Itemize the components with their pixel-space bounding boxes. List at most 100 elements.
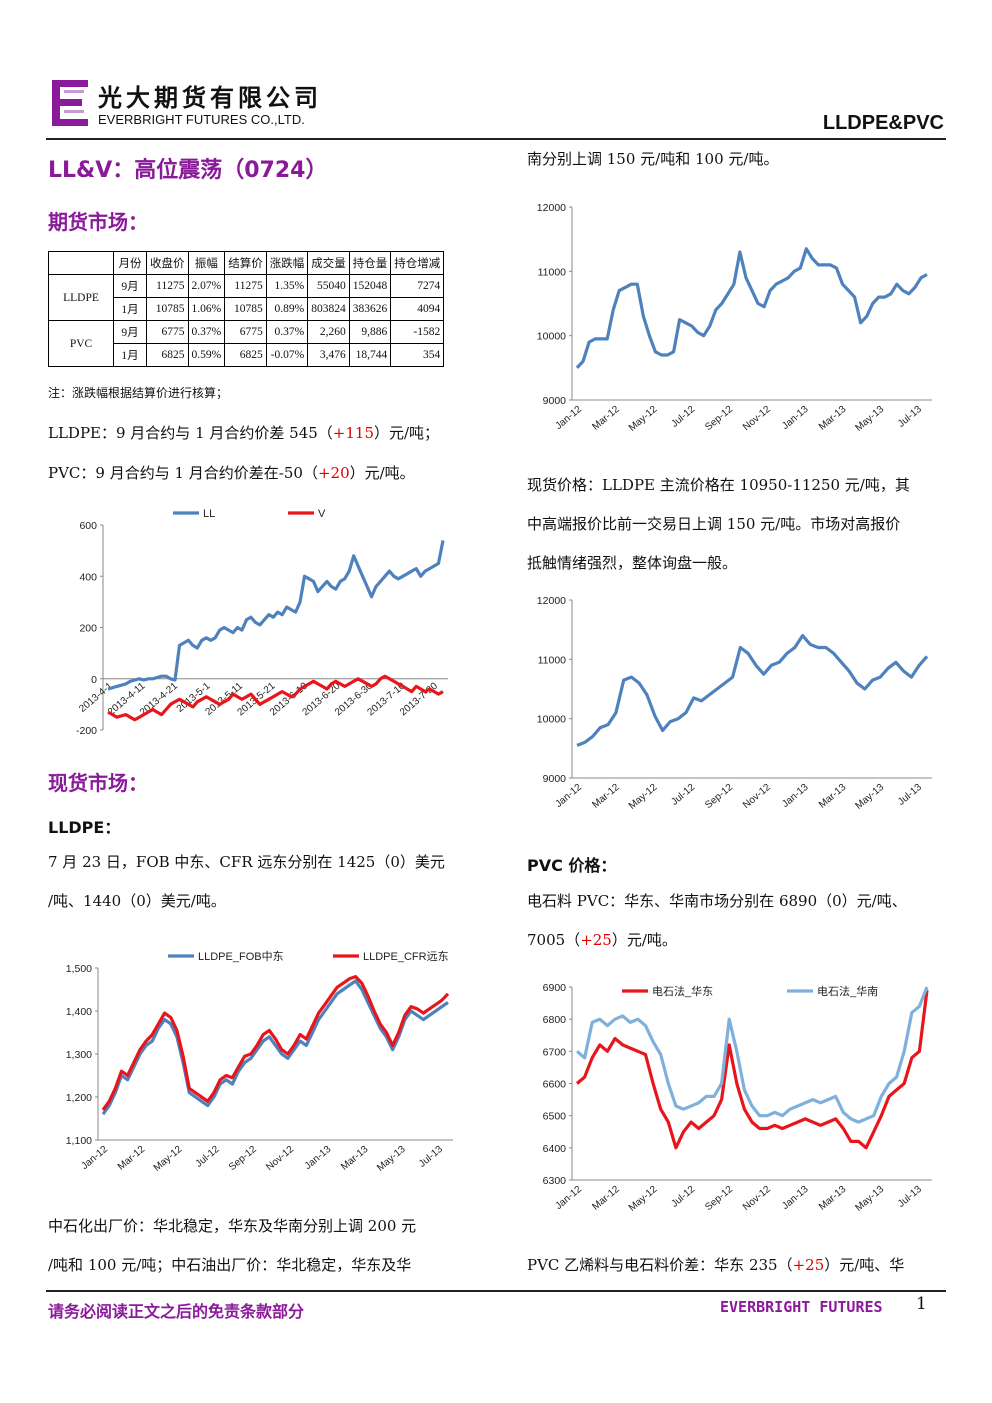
- series-line-0: [575, 990, 929, 1150]
- spot-text-3: 抵触情绪强烈，整体询盘一般。: [527, 554, 738, 572]
- legend-label: LLDPE_FOB中东: [198, 950, 284, 963]
- pvc-diff-prefix: PVC 乙烯料与电石料价差：华东 235（: [527, 1256, 793, 1274]
- footer-disclaimer: 请务必阅读正文之后的免责条款部分: [48, 1302, 305, 1321]
- x-tick-label: May-12: [627, 782, 660, 812]
- y-tick-label: 0: [91, 674, 97, 686]
- table-cell: 18,744: [348, 343, 392, 367]
- y-tick-label: 1,400: [66, 1006, 92, 1018]
- spot-ll-chart: 9000 10000 11000 12000 Jan-12 Mar-12 May-12 Jul…: [537, 595, 932, 812]
- table-header-cell: 持仓增减: [390, 251, 445, 275]
- x-tick-label: Jan-12: [79, 1144, 110, 1172]
- y-tick-label: 11000: [538, 654, 567, 666]
- x-tick-label: Jul-13: [896, 1184, 924, 1210]
- sinopec-text-1: 中石化出厂价：华北稳定，华东及华南分别上调 200 元: [48, 1217, 417, 1235]
- x-tick-label: Jan-13: [780, 404, 811, 432]
- table-cell: 0.37%: [265, 320, 309, 344]
- y-tick-label: 6700: [543, 1046, 567, 1058]
- lldpe-text-1: 7 月 23 日，FOB 中东、CFR 远东分别在 1425（0）美元: [48, 853, 445, 871]
- y-tick-label: 1,200: [66, 1092, 92, 1104]
- company-logo-icon: [52, 78, 92, 128]
- table-cell: 152048: [348, 274, 392, 298]
- footer-rule: [46, 1290, 946, 1292]
- sinopec-text-2: /吨和 100 元/吨；中石油出厂价：华北稳定，华东及华: [48, 1256, 412, 1274]
- y-tick-label: 600: [79, 520, 97, 532]
- x-tick-label: May-12: [627, 404, 660, 434]
- x-tick-label: Mar-12: [590, 782, 622, 811]
- x-tick-label: Jan-12: [553, 1184, 584, 1212]
- y-tick-label: 11000: [538, 266, 567, 278]
- x-tick-label: May-13: [854, 1184, 887, 1214]
- table-cell: 10785: [224, 297, 267, 321]
- y-tick-label: 12000: [537, 202, 566, 214]
- series-line-0: [576, 633, 929, 747]
- table-cell: 803824: [307, 297, 350, 321]
- spot-text-1: 现货价格：LLDPE 主流价格在 10950-11250 元/吨，其: [527, 476, 910, 494]
- legend-label: V: [318, 508, 326, 520]
- x-tick-label: May-12: [627, 1184, 660, 1214]
- section-spot: 现货市场：: [48, 771, 148, 795]
- legend-label: LL: [203, 508, 215, 520]
- table-cell: 6825: [224, 343, 267, 367]
- table-cell: 9月: [113, 320, 147, 344]
- spread-ll-prefix: LLDPE：9 月合约与 1 月合约价差 545（: [48, 424, 333, 442]
- table-cell: 0.37%: [187, 320, 226, 344]
- y-tick-label: 6900: [543, 982, 567, 994]
- right-top-text: 南分别上调 150 元/吨和 100 元/吨。: [527, 150, 779, 168]
- table-cell: 2.07%: [187, 274, 226, 298]
- x-tick-label: Jul-12: [194, 1144, 222, 1170]
- y-tick-label: 10000: [537, 331, 566, 343]
- y-tick-label: 200: [79, 623, 97, 635]
- legend-label: 电石法_华东: [652, 984, 713, 998]
- table-cell: 2,260: [307, 320, 350, 344]
- table-cell: 383626: [348, 297, 392, 321]
- table-row: PVC 9月 6775 0.37% 6775 0.37% 2,260 9,886…: [48, 320, 445, 367]
- x-tick-label: Mar-13: [817, 782, 849, 811]
- table-header-cell: 成交量: [307, 251, 350, 275]
- y-tick-label: 10000: [537, 714, 566, 726]
- x-tick-label: Sep-12: [703, 404, 735, 433]
- table-cell: 1月: [113, 297, 147, 321]
- spread-pvc-prefix: PVC：9 月合约与 1 月合约价差在-50（: [48, 464, 318, 482]
- spot-text-2: 中高端报价比前一交易日上调 150 元/吨。市场对高报价: [527, 515, 901, 533]
- y-tick-label: 6500: [543, 1111, 567, 1123]
- x-tick-label: Jul-12: [669, 1184, 697, 1210]
- pvc-diff-text: PVC 乙烯料与电石料价差：华东 235（+25）元/吨、华: [527, 1246, 904, 1285]
- table-header-cell: 结算价: [224, 251, 267, 275]
- table-cell: 6775: [146, 320, 189, 344]
- series-line-1: [575, 986, 929, 1124]
- report-title: LL&V：高位震荡（0724）: [48, 158, 328, 183]
- x-tick-label: Jul-13: [417, 1144, 445, 1170]
- pvc-text-2-suffix: ）元/吨。: [611, 931, 677, 949]
- table-cell: 10785: [146, 297, 189, 321]
- y-tick-label: 6400: [543, 1143, 567, 1155]
- pvc-text-1: 电石料 PVC：华东、华南市场分别在 6890（0）元/吨、: [527, 892, 907, 910]
- table-header-cell: 振幅: [187, 251, 226, 275]
- table-header-cell: [48, 251, 114, 275]
- y-tick-label: 6300: [543, 1175, 567, 1187]
- x-tick-label: Sep-12: [703, 782, 735, 811]
- company-name-cn: 光大期货有限公司: [98, 83, 322, 112]
- spread-pvc-change: +20: [317, 464, 350, 482]
- y-tick-label: 1,500: [66, 963, 92, 975]
- table-row: LLDPE 9月 11275 2.07% 11275 1.35% 55040 1…: [48, 274, 445, 321]
- legend-label: LLDPE_CFR远东: [363, 950, 449, 963]
- table-cell: 0.59%: [187, 343, 226, 367]
- x-tick-label: Nov-12: [264, 1144, 296, 1173]
- spread-ll-text: LLDPE：9 月合约与 1 月合约价差 545（+115）元/吨；: [48, 414, 439, 453]
- table-group-label: PVC: [48, 320, 114, 367]
- x-tick-label: Mar-12: [590, 404, 622, 433]
- table-header-cell: 涨跌幅: [265, 251, 309, 275]
- futures-ll-chart: 9000 10000 11000 12000 Jan-12 Mar-12 May-12 Jul…: [537, 202, 932, 434]
- pvc-subhead: PVC 价格：: [527, 856, 617, 875]
- table-row: 1月 10785 1.06% 10785 0.89% 803824 383626…: [49, 297, 445, 321]
- table-cell: 9月: [113, 274, 147, 298]
- x-tick-label: May-12: [152, 1144, 185, 1174]
- table-header-row: 月份 收盘价 振幅 结算价 涨跌幅 成交量 持仓量 持仓增减: [48, 251, 445, 275]
- table-cell: 0.89%: [265, 297, 309, 321]
- x-tick-label: Mar-13: [817, 404, 849, 433]
- x-tick-label: Nov-12: [741, 404, 773, 433]
- series-line-0: [101, 979, 449, 1116]
- x-tick-label: Mar-12: [116, 1144, 148, 1173]
- x-tick-label: Jul-12: [669, 782, 697, 808]
